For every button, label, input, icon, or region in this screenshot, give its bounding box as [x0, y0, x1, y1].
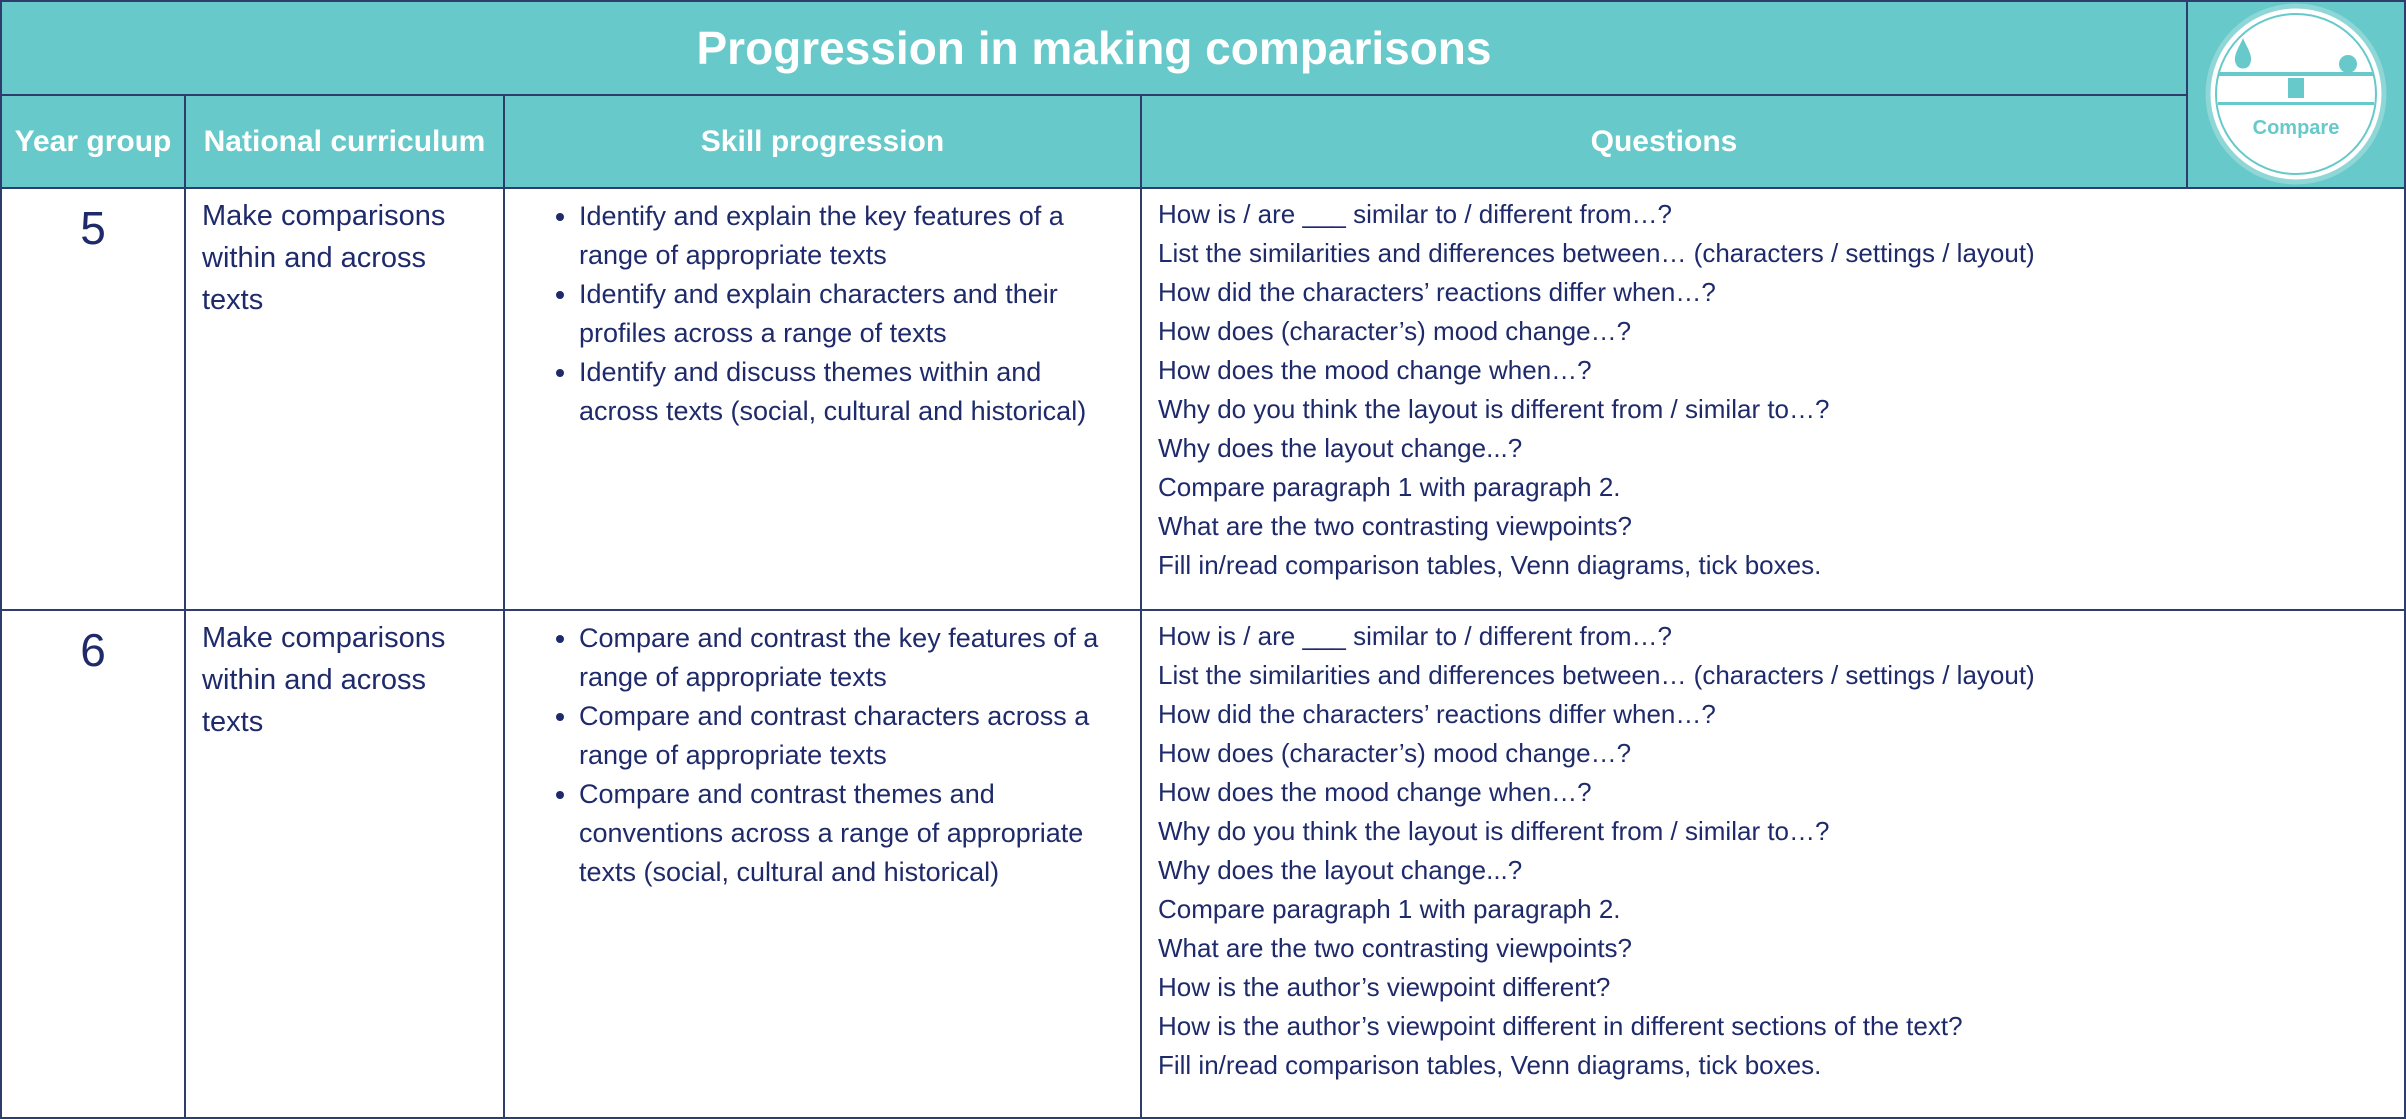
logo: Compare — [2186, 0, 2406, 189]
skills-list: Compare and contrast the key features of… — [505, 619, 1120, 892]
skill-item: Compare and contrast the key features of… — [579, 619, 1120, 697]
question-item: How is the author’s viewpoint different … — [1158, 1011, 1963, 1041]
year-cell: 5 — [0, 187, 186, 611]
curriculum-cell: Make comparisons within and across texts — [184, 609, 505, 1119]
question-item: How did the characters’ reactions differ… — [1158, 277, 1716, 307]
question-item: Fill in/read comparison tables, Venn dia… — [1158, 1050, 1822, 1080]
question-item: How does the mood change when…? — [1158, 777, 1592, 807]
skill-item: Compare and contrast themes and conventi… — [579, 775, 1120, 892]
question-item: What are the two contrasting viewpoints? — [1158, 511, 1633, 541]
skills-list: Identify and explain the key features of… — [505, 197, 1120, 431]
logo-label: Compare — [2253, 117, 2340, 139]
year-cell: 6 — [0, 609, 186, 1119]
curriculum-cell: Make comparisons within and across texts — [184, 187, 505, 611]
question-item: List the similarities and differences be… — [1158, 238, 2035, 268]
logo-line — [2218, 102, 2374, 105]
question-item: Compare paragraph 1 with paragraph 2. — [1158, 472, 1621, 502]
question-item: How does (character’s) mood change…? — [1158, 738, 1632, 768]
title: Progression in making comparisons — [0, 0, 2188, 96]
balance-beam — [2218, 72, 2374, 76]
question-item: Why do you think the layout is different… — [1158, 816, 1830, 846]
skill-item: Identify and discuss themes within and a… — [579, 353, 1120, 431]
skill-item: Compare and contrast characters across a… — [579, 697, 1120, 775]
question-item: How does the mood change when…? — [1158, 355, 1592, 385]
question-item: Compare paragraph 1 with paragraph 2. — [1158, 894, 1621, 924]
apple — [2339, 55, 2357, 73]
question-item: How is / are ___ similar to / different … — [1158, 199, 1672, 229]
question-item: How did the characters’ reactions differ… — [1158, 699, 1716, 729]
question-item: How is the author’s viewpoint different? — [1158, 972, 1611, 1002]
question-item: Why does the layout change...? — [1158, 433, 1523, 463]
question-item: Why do you think the layout is different… — [1158, 394, 1830, 424]
question-item: What are the two contrasting viewpoints? — [1158, 933, 1633, 963]
question-item: List the similarities and differences be… — [1158, 660, 2035, 690]
skill-item: Identify and explain the key features of… — [579, 197, 1120, 275]
question-item: How is / are ___ similar to / different … — [1158, 621, 1672, 651]
header-cell: Questions — [1140, 94, 2188, 189]
skills-cell: Compare and contrast the key features of… — [503, 609, 1142, 1119]
pear — [2234, 38, 2252, 69]
question-item: Fill in/read comparison tables, Venn dia… — [1158, 550, 1822, 580]
header-cell: Skill progression — [503, 94, 1142, 189]
question-item: Why does the layout change...? — [1158, 855, 1523, 885]
logo-icon: Compare — [2205, 3, 2387, 185]
balance-base — [2288, 78, 2304, 98]
skill-item: Identify and explain characters and thei… — [579, 275, 1120, 353]
questions-cell: How is / are ___ similar to / different … — [1140, 609, 2406, 1119]
header-cell: Year group — [0, 94, 186, 189]
skills-cell: Identify and explain the key features of… — [503, 187, 1142, 611]
questions-cell: How is / are ___ similar to / different … — [1140, 187, 2406, 611]
header-cell: National curriculum — [184, 94, 505, 189]
question-item: How does (character’s) mood change…? — [1158, 316, 1632, 346]
